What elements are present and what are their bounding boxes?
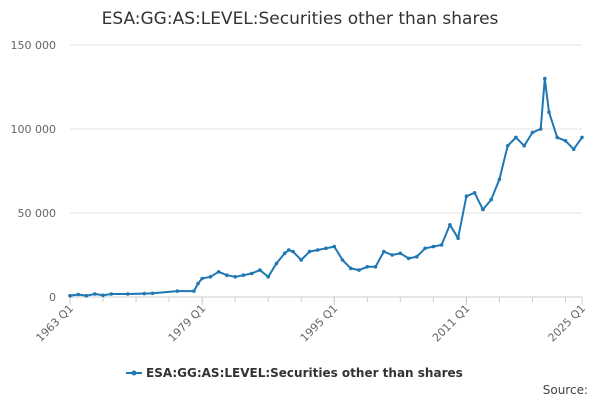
- data-point[interactable]: [415, 254, 419, 259]
- series-layer: [68, 76, 584, 298]
- data-point[interactable]: [481, 207, 485, 212]
- data-point[interactable]: [282, 251, 287, 256]
- gridlines: [70, 44, 582, 298]
- data-point[interactable]: [538, 127, 543, 131]
- data-point[interactable]: [439, 243, 444, 247]
- y-tick-label: 50 000: [18, 207, 57, 220]
- x-tick-label: 1963 Q1: [34, 302, 77, 345]
- data-point[interactable]: [563, 139, 568, 143]
- data-point[interactable]: [233, 275, 237, 279]
- data-point[interactable]: [192, 289, 196, 293]
- data-point[interactable]: [299, 258, 304, 262]
- data-point[interactable]: [216, 270, 221, 274]
- data-point[interactable]: [456, 236, 460, 240]
- data-point[interactable]: [258, 268, 262, 272]
- data-point[interactable]: [266, 275, 271, 279]
- data-point[interactable]: [142, 291, 147, 296]
- source-label: Source:: [543, 383, 588, 397]
- legend[interactable]: ESA:GG:AS:LEVEL:Securities other than sh…: [126, 366, 463, 380]
- y-axis-ticks: 0 50 000 100 000 150 000: [11, 39, 57, 304]
- data-point[interactable]: [398, 251, 403, 256]
- legend-label: ESA:GG:AS:LEVEL:Securities other than sh…: [146, 366, 463, 380]
- data-point[interactable]: [150, 291, 155, 296]
- data-point[interactable]: [472, 191, 477, 195]
- data-point[interactable]: [505, 144, 510, 148]
- data-point[interactable]: [200, 276, 204, 281]
- series-line: [69, 77, 583, 297]
- data-point[interactable]: [357, 268, 361, 272]
- data-point[interactable]: [68, 293, 72, 298]
- y-tick-label: 0: [49, 291, 56, 304]
- data-point[interactable]: [464, 194, 469, 198]
- y-tick-label: 150 000: [11, 39, 57, 52]
- data-point[interactable]: [126, 292, 130, 296]
- data-point[interactable]: [109, 292, 114, 296]
- data-point[interactable]: [340, 258, 345, 262]
- data-point[interactable]: [543, 76, 547, 81]
- data-point[interactable]: [274, 261, 279, 266]
- data-point[interactable]: [489, 197, 494, 202]
- data-point[interactable]: [225, 273, 229, 278]
- data-point[interactable]: [208, 275, 213, 279]
- data-point[interactable]: [291, 249, 295, 254]
- data-point[interactable]: [315, 248, 320, 252]
- data-point[interactable]: [406, 256, 411, 261]
- data-point[interactable]: [373, 265, 378, 269]
- data-point[interactable]: [555, 135, 559, 140]
- x-tick-label: 2025 Q1: [546, 302, 589, 345]
- y-tick-label: 100 000: [11, 123, 57, 136]
- data-point[interactable]: [522, 144, 526, 148]
- legend-marker-swatch: [131, 370, 137, 376]
- data-point[interactable]: [497, 177, 502, 182]
- chart-title: ESA:GG:AS:LEVEL:Securities other than sh…: [102, 9, 499, 29]
- data-point[interactable]: [324, 246, 328, 251]
- data-point[interactable]: [530, 130, 535, 135]
- x-tick-label: 2011 Q1: [430, 302, 473, 345]
- data-point[interactable]: [390, 253, 394, 257]
- x-tick-label: 1979 Q1: [166, 302, 209, 345]
- data-point[interactable]: [101, 293, 105, 298]
- data-point[interactable]: [431, 244, 436, 249]
- data-point[interactable]: [382, 249, 386, 254]
- data-point[interactable]: [196, 281, 200, 286]
- data-point[interactable]: [249, 271, 254, 276]
- data-point[interactable]: [76, 292, 81, 297]
- data-point[interactable]: [287, 248, 291, 252]
- data-point[interactable]: [241, 273, 246, 278]
- data-point[interactable]: [307, 249, 312, 254]
- data-point[interactable]: [580, 135, 584, 140]
- data-point[interactable]: [571, 147, 576, 151]
- x-axis-ticks: 1963 Q1 1979 Q1 1995 Q1 2011 Q1 2025 Q1: [34, 297, 589, 345]
- data-point[interactable]: [332, 244, 337, 249]
- data-point[interactable]: [423, 246, 427, 251]
- data-point[interactable]: [448, 223, 452, 227]
- data-point[interactable]: [547, 110, 551, 114]
- data-point[interactable]: [93, 292, 97, 296]
- data-point[interactable]: [175, 289, 180, 293]
- data-point[interactable]: [514, 135, 518, 140]
- x-tick-label: 1995 Q1: [298, 302, 341, 345]
- data-point[interactable]: [84, 293, 89, 298]
- data-point[interactable]: [365, 265, 370, 269]
- data-point[interactable]: [349, 266, 353, 271]
